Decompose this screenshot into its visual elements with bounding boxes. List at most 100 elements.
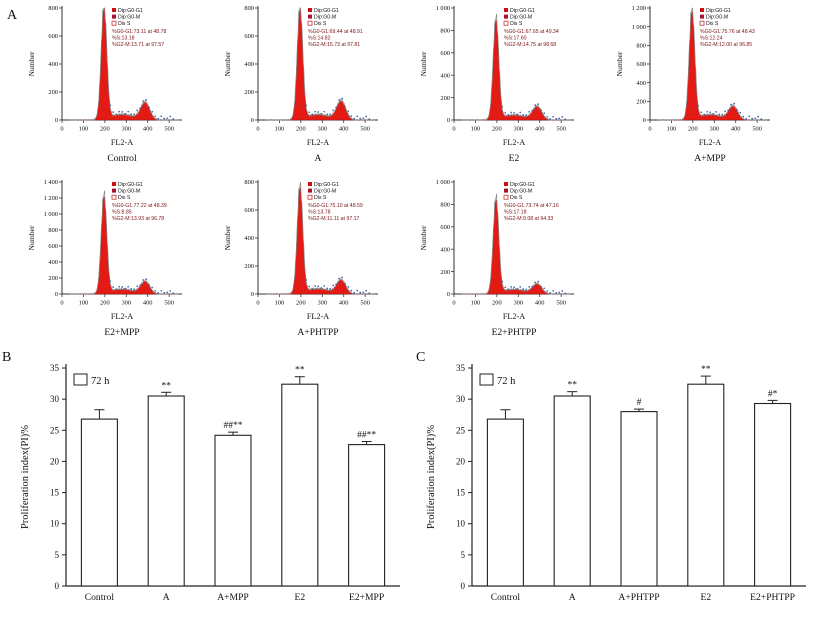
svg-text:200: 200 [48,89,58,96]
svg-text:0: 0 [251,291,254,298]
svg-text:%S:12.24: %S:12.24 [700,35,723,41]
bar-A [553,395,591,587]
bar-E2+MPP [348,444,386,587]
svg-text:10: 10 [456,519,466,529]
significance-annotation: ** [567,381,577,391]
svg-text:Dis S: Dis S [118,21,131,27]
x-axis-label: FL2-A [111,138,133,147]
category-label: E2 [700,592,711,603]
svg-text:200: 200 [492,300,502,307]
svg-text:%G2-M:11.11 at 97.17: %G2-M:11.11 at 97.17 [308,216,360,222]
svg-text:15: 15 [456,488,466,498]
condition-title: Control [107,153,137,164]
bar-E2 [687,383,725,587]
legend-label: 72 h [497,376,516,387]
significance-annotation: ##** [224,421,243,431]
svg-text:25: 25 [50,425,60,435]
svg-text:500: 500 [556,300,566,307]
svg-text:Dip:G0-M: Dip:G0-M [118,15,140,21]
histogram-a-mpp: 0 200 400 600 800 1 000 1 200 0 100 200 300 400 500 D… [612,2,804,172]
svg-text:Dip:G0-G1: Dip:G0-G1 [510,8,535,14]
svg-text:1 400: 1 400 [44,179,58,186]
svg-text:200: 200 [100,126,110,133]
svg-text:800: 800 [440,28,450,35]
svg-text:100: 100 [471,300,481,307]
svg-text:%G0-G1:77.22 at 48.39: %G0-G1:77.22 at 48.39 [112,203,167,209]
svg-text:300: 300 [317,300,327,307]
svg-text:%G2-M:13.93 at 96.78: %G2-M:13.93 at 96.78 [112,216,164,222]
svg-text:200: 200 [48,275,58,282]
bar-E2 [281,383,319,587]
svg-text:Dip:G0-G1: Dip:G0-G1 [706,8,731,14]
bar-Control [80,418,118,587]
histogram-e2: 0 200 400 600 800 1 000 0 100 200 300 400 500 Dip:G0… [416,2,608,172]
legend-label: 72 h [91,376,110,387]
svg-text:Dis S: Dis S [118,195,131,201]
y-axis-label: Proliferation index(PI)% [426,425,437,529]
svg-text:0: 0 [55,291,58,298]
x-axis-label: FL2-A [503,138,525,147]
svg-text:800: 800 [244,179,254,186]
svg-text:1 000: 1 000 [44,211,58,218]
svg-text:300: 300 [121,300,131,307]
svg-text:%G2-M:12.00 at 96.85: %G2-M:12.00 at 96.85 [700,42,752,48]
svg-text:Dip:G0-G1: Dip:G0-G1 [314,8,339,14]
svg-text:400: 400 [244,61,254,68]
svg-text:0: 0 [251,117,254,124]
svg-text:%G0-G1:73.11 at 48.78: %G0-G1:73.11 at 48.78 [112,29,167,35]
histogram-a-phtpp: 0 200 400 600 800 0 100 200 300 400 500 Dip:G0-G1 Di… [220,176,412,346]
svg-text:Dis S: Dis S [510,21,523,27]
y-axis-label: Proliferation index(PI)% [20,425,31,529]
significance-annotation: ** [295,366,305,376]
svg-text:200: 200 [636,99,646,106]
svg-text:400: 400 [339,300,349,307]
y-axis-label: Number [27,225,36,250]
svg-text:500: 500 [360,126,370,133]
svg-text:%G2-M:14.75 at 98.68: %G2-M:14.75 at 98.68 [504,42,556,48]
svg-text:20: 20 [50,456,60,466]
svg-text:Dip:G0-M: Dip:G0-M [118,189,140,195]
significance-annotation: ** [161,381,171,391]
svg-text:800: 800 [636,43,646,50]
svg-text:25: 25 [456,425,466,435]
svg-text:%G0-G1:75.10 at 48.59: %G0-G1:75.10 at 48.59 [308,203,363,209]
svg-text:Dip:G0-M: Dip:G0-M [510,189,532,195]
svg-text:400: 400 [244,235,254,242]
svg-text:0: 0 [60,300,63,307]
svg-text:30: 30 [456,394,466,404]
svg-text:800: 800 [244,5,254,12]
svg-text:500: 500 [360,300,370,307]
svg-text:0: 0 [452,300,455,307]
svg-text:200: 200 [244,89,254,96]
svg-text:200: 200 [492,126,502,133]
bar-A+MPP [214,434,252,587]
svg-text:1 000: 1 000 [436,5,450,12]
svg-text:0: 0 [256,300,259,307]
histogram-control: 0 200 400 600 800 0 100 200 300 400 500 Dip:G0-G1 Di… [24,2,216,172]
svg-text:600: 600 [440,50,450,57]
svg-text:5: 5 [55,550,60,560]
dna-histogram-fill [658,10,764,121]
svg-text:300: 300 [317,126,327,133]
bar-Control [486,418,524,587]
condition-title: E2+PHTPP [492,327,537,338]
svg-text:100: 100 [79,126,89,133]
svg-text:500: 500 [164,300,174,307]
svg-text:Dis S: Dis S [314,21,327,27]
significance-annotation: # [637,398,642,408]
svg-text:%G0-G1:69.44 at 48.91: %G0-G1:69.44 at 48.91 [308,29,363,35]
svg-text:300: 300 [513,126,523,133]
y-axis-label: Number [223,51,232,76]
svg-text:10: 10 [50,519,60,529]
svg-text:0: 0 [55,581,60,591]
svg-text:1 000: 1 000 [632,24,646,31]
svg-text:Dip:G0-G1: Dip:G0-G1 [118,8,143,14]
bar-A+PHTPP [620,411,658,587]
flow-histogram-svg: 0 200 400 600 800 1 000 1 200 0 100 200 300 400 500 D… [615,5,770,164]
x-axis-label: FL2-A [307,138,329,147]
svg-text:400: 400 [48,259,58,266]
svg-text:Dis S: Dis S [510,195,523,201]
svg-text:200: 200 [100,300,110,307]
